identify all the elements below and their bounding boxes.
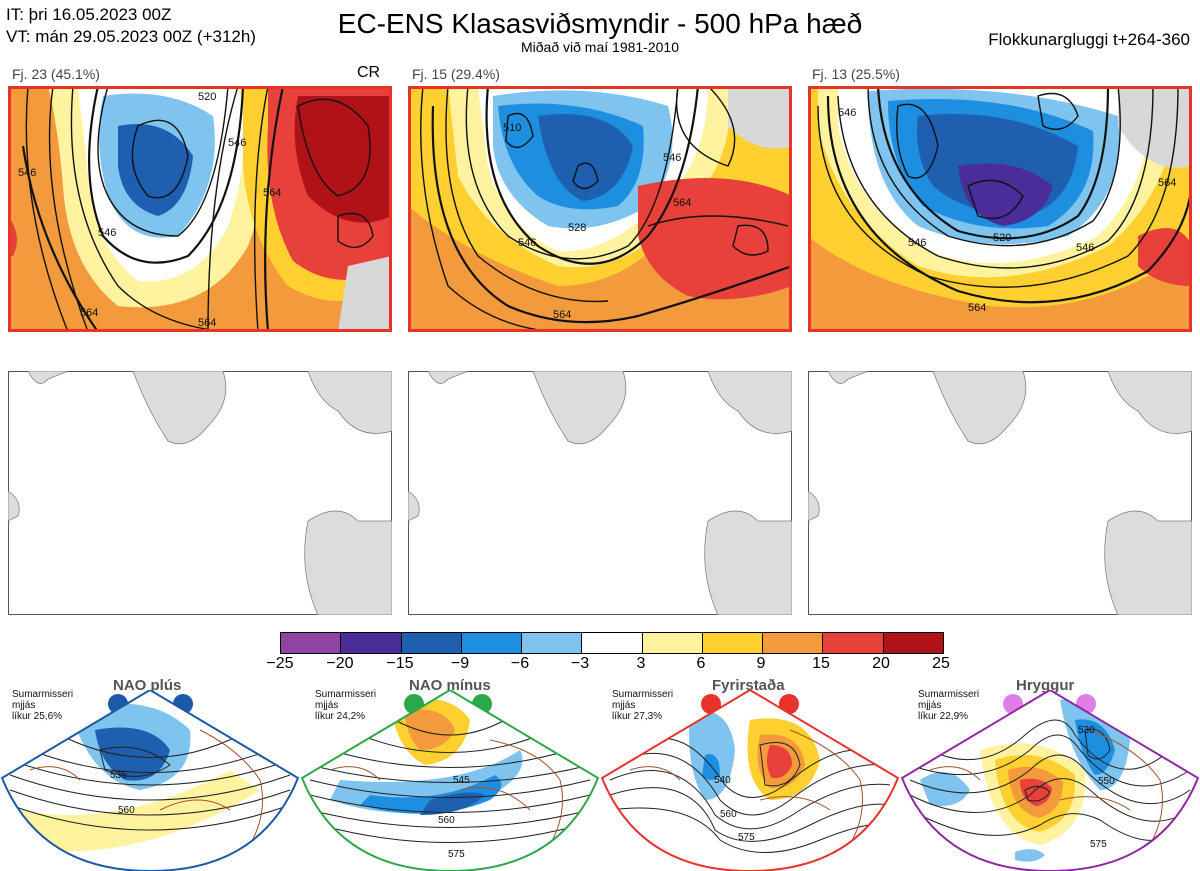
regime-4-info: Sumarmisseri mjjás líkur 22,9% [918,689,979,722]
regime-contour-label: 530 [1078,725,1095,736]
regime-note: mjjás [12,700,36,711]
cluster-2-anomaly-map: 510 546 528 564 546 564 [408,86,792,332]
colorbar-segment [341,633,402,653]
regime-season: Sumarmisseri [612,689,674,700]
colorbar-segment [823,633,884,653]
regime-contour-label: 545 [453,775,470,786]
colorbar-tick: −6 [510,655,530,672]
colorbar-segment [702,633,764,653]
colorbar-tick: −25 [266,655,294,672]
cluster-1-tag: CR [357,64,381,81]
svg-text:546: 546 [838,107,856,119]
svg-text:564: 564 [968,302,986,314]
cluster-1-base-map [8,371,392,615]
regime-probability: líkur 24,2% [315,711,366,722]
colorbar [280,632,944,654]
regime-note: mjjás [612,700,636,711]
colorbar-tick: 6 [696,655,706,672]
colorbar-segment [522,633,583,653]
colorbar-segment [582,633,643,653]
regime-3-dot [779,694,799,714]
svg-text:520: 520 [993,232,1011,244]
regime-4-name: Hryggur [1016,677,1075,694]
regime-2-name: NAO mínus [409,677,491,694]
regime-2-info: Sumarmisseri mjjás líkur 24,2% [315,689,376,722]
svg-text:546: 546 [98,227,116,239]
regime-season: Sumarmisseri [315,689,377,700]
colorbar-tick: −15 [386,655,414,672]
regime-probability: líkur 25,6% [12,711,63,722]
run-info: IT: þri 16.05.2023 00Z VT: mán 29.05.202… [6,4,256,48]
regime-1-info: Sumarmisseri mjjás líkur 25,6% [12,689,73,722]
regime-contour-label: 560 [720,809,737,820]
svg-text:520: 520 [198,91,216,103]
regime-3-dot [701,694,721,714]
svg-text:546: 546 [1076,242,1094,254]
svg-text:546: 546 [908,237,926,249]
cluster-2-label: Fj. 15 (29.4%) [412,66,500,82]
svg-text:564: 564 [673,197,691,209]
svg-text:510: 510 [503,122,521,134]
colorbar-tick: −20 [326,655,354,672]
svg-text:546: 546 [228,137,246,149]
svg-text:546: 546 [518,237,536,249]
svg-text:546: 546 [663,152,681,164]
regime-contour-label: 560 [118,805,135,816]
regime-1-name: NAO plús [113,677,182,694]
regime-contour-label: 540 [714,775,731,786]
regime-contour-label: 550 [1098,776,1115,787]
regime-4-map: 530 550 575 [900,690,1200,871]
cluster-3-anomaly-map: 546 520 546 564 546 564 [808,86,1192,332]
regime-2-map: 545 560 575 [300,690,600,871]
page-subtitle: Miðað við maí 1981-2010 [521,39,679,55]
svg-text:546: 546 [18,167,36,179]
valid-time: VT: mán 29.05.2023 00Z (+312h) [6,27,256,46]
cluster-2-base-map [408,371,792,615]
regime-note: mjjás [315,700,339,711]
svg-text:564: 564 [198,317,216,329]
colorbar-tick: 9 [756,655,766,672]
cluster-3-label: Fj. 13 (25.5%) [812,66,900,82]
regime-3-map: 540 560 575 [600,690,900,871]
regime-3-info: Sumarmisseri mjjás líkur 27,3% [612,689,673,722]
regime-contour-label: 575 [1090,839,1107,850]
cluster-1-anomaly-map: 520 546 564 546 546 564 564 [8,86,392,332]
regime-3-name: Fyrirstaða [712,677,785,694]
regime-contour-label: 575 [448,849,465,860]
regime-contour-label: 535 [110,770,127,781]
colorbar-tick: −3 [570,655,590,672]
regime-contour-label: 575 [738,832,755,843]
svg-text:528: 528 [568,222,586,234]
regime-note: mjjás [918,700,942,711]
svg-text:564: 564 [263,187,281,199]
regime-probability: líkur 22,9% [918,711,969,722]
colorbar-segment [401,633,462,653]
colorbar-tick: 3 [636,655,646,672]
classification-window: Flokkunargluggi t+264-360 [988,30,1190,49]
regime-probability: líkur 27,3% [612,711,663,722]
colorbar-tick: 15 [812,655,830,672]
cluster-1-label: Fj. 23 (45.1%) [12,66,100,82]
cluster-3-base-map [808,371,1192,615]
colorbar-tick: 20 [872,655,890,672]
init-time: IT: þri 16.05.2023 00Z [6,5,172,24]
colorbar-segment [642,633,703,653]
svg-text:564: 564 [1158,177,1176,189]
page-title: EC-ENS Klasasviðsmyndir - 500 hPa hæð [337,8,863,39]
colorbar-tick: 25 [932,655,950,672]
regime-contour-label: 560 [438,815,455,826]
colorbar-segment [281,633,342,653]
colorbar-segment [883,633,943,653]
colorbar-segment [461,633,523,653]
regime-season: Sumarmisseri [918,689,980,700]
colorbar-tick: −9 [450,655,470,672]
regime-season: Sumarmisseri [12,689,74,700]
regime-1-map: 535 560 [0,690,300,871]
svg-text:564: 564 [80,307,98,319]
svg-text:564: 564 [553,309,571,321]
colorbar-segment [763,633,824,653]
